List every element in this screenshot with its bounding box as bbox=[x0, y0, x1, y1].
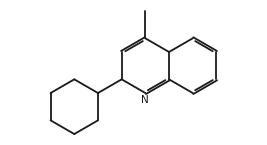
Text: N: N bbox=[141, 95, 149, 105]
